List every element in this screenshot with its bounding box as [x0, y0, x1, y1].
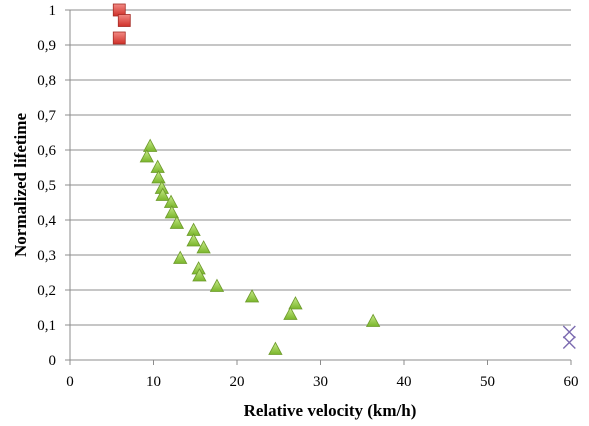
data-point-square — [112, 31, 126, 45]
data-point-triangle — [268, 341, 283, 355]
x-tick-label: 20 — [230, 374, 245, 390]
data-point-x — [562, 336, 576, 349]
data-point-triangle — [142, 138, 158, 152]
data-points — [112, 3, 576, 355]
y-tick-label: 0,8 — [37, 73, 56, 89]
data-point-triangle — [209, 278, 225, 292]
y-tick-label: 0,2 — [37, 283, 56, 299]
data-point-triangle — [288, 296, 303, 310]
y-tick-label: 0,9 — [37, 38, 56, 54]
grid-lines — [70, 9, 571, 326]
data-point-x — [562, 325, 576, 339]
x-tick-label: 40 — [397, 374, 412, 390]
data-point-triangle — [186, 233, 201, 247]
data-point-triangle — [173, 250, 188, 264]
data-point-triangle — [196, 240, 211, 254]
data-point-triangle — [192, 268, 207, 282]
y-tick-labels: 0 0,1 0,2 0,3 0,4 0,5 0,6 0,7 0,8 0,9 1 — [37, 3, 56, 369]
data-point-triangle — [151, 170, 166, 184]
y-tick-label: 0,4 — [37, 213, 56, 229]
y-tick-label: 1 — [49, 3, 57, 19]
y-tick-label: 0,5 — [37, 178, 56, 194]
x-tick-labels: 0 10 20 30 40 50 60 — [66, 374, 578, 390]
data-point-triangle — [169, 215, 185, 229]
data-point-triangle — [283, 306, 298, 320]
data-point-triangle — [139, 149, 154, 163]
y-tick-label: 0,7 — [37, 108, 56, 124]
x-axis-title: Relative velocity (km/h) — [244, 401, 417, 420]
x-tick-label: 50 — [480, 374, 495, 390]
data-point-triangle — [164, 205, 180, 219]
y-tick-label: 0 — [49, 353, 57, 369]
data-point-triangle — [244, 289, 260, 303]
y-tick-label: 0,3 — [37, 248, 56, 264]
data-point-triangle — [365, 313, 381, 327]
axes — [65, 9, 572, 365]
data-point-triangle — [155, 187, 170, 201]
x-tick-label: 10 — [146, 374, 161, 390]
x-tick-label: 0 — [66, 374, 74, 390]
x-tick-label: 60 — [564, 374, 579, 390]
data-point-square — [117, 14, 131, 27]
x-tick-label: 30 — [313, 374, 328, 390]
y-axis-title: Normalized lifetime — [11, 113, 30, 257]
y-tick-label: 0,1 — [37, 318, 56, 334]
y-tick-label: 0,6 — [37, 143, 56, 159]
